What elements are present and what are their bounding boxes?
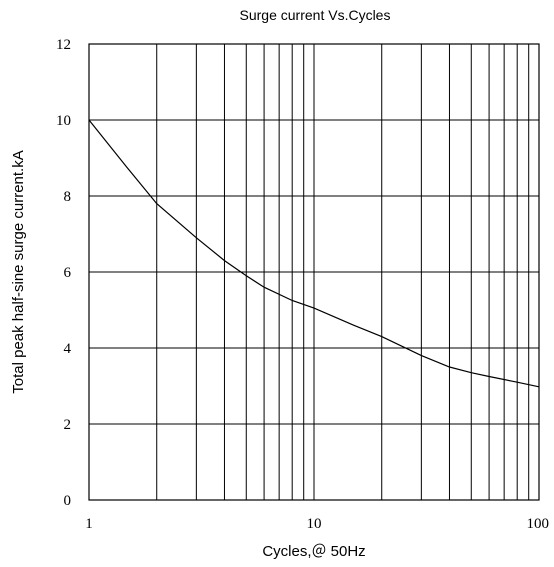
y-tick-label: 0 <box>64 493 72 509</box>
tick-labels: 0 2 4 6 8 10 12 1 10 100 <box>56 37 549 532</box>
y-tick-label: 12 <box>56 37 71 53</box>
y-axis-label: Total peak half-sine surge current.kA <box>10 150 27 393</box>
y-tick-label: 10 <box>56 113 71 129</box>
y-tick-label: 8 <box>64 189 72 205</box>
y-tick-label: 2 <box>64 417 72 433</box>
x-tick-label: 10 <box>307 516 322 532</box>
series-line <box>88 119 540 388</box>
y-tick-label: 4 <box>64 341 72 357</box>
x-axis-label: Cycles,＠ 50Hz <box>262 543 365 560</box>
chart-title: Surge current Vs.Cycles <box>240 7 391 23</box>
y-tick-label: 6 <box>64 265 72 281</box>
plot-frame <box>88 43 540 501</box>
grid <box>89 44 539 500</box>
x-tick-label: 100 <box>527 516 550 532</box>
x-tick-label: 1 <box>85 516 93 532</box>
